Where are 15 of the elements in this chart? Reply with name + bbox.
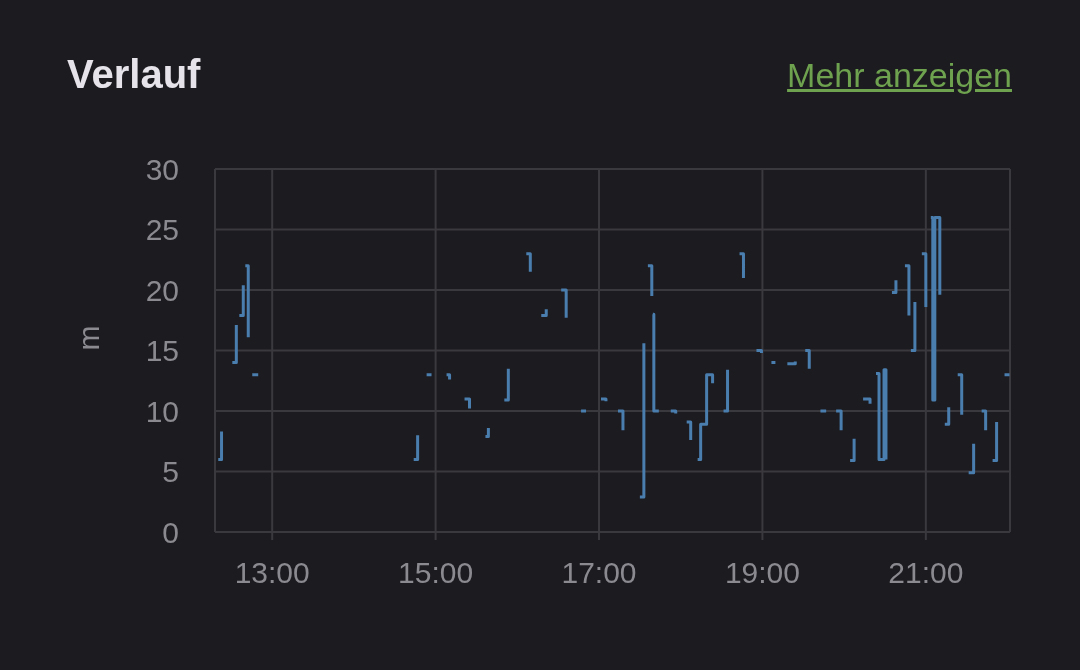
- x-tick-label: 21:00: [888, 556, 964, 590]
- y-tick-label: 20: [145, 273, 179, 307]
- x-tick-label: 15:00: [398, 556, 474, 590]
- chart-title: Verlauf: [67, 52, 201, 97]
- y-tick-label: 15: [145, 334, 179, 368]
- x-tick-label: 19:00: [724, 556, 800, 590]
- x-tick-label: 13:00: [234, 556, 310, 590]
- y-tick-label: 30: [145, 152, 179, 186]
- y-axis-title: m: [71, 325, 105, 351]
- y-tick-label: 10: [145, 394, 179, 428]
- y-tick-label: 0: [162, 515, 179, 549]
- text: Mehr anzeigen: [787, 56, 1012, 95]
- y-tick-label: 5: [162, 455, 179, 489]
- y-tick-label: 25: [145, 213, 179, 247]
- x-tick-label: 17:00: [561, 556, 637, 590]
